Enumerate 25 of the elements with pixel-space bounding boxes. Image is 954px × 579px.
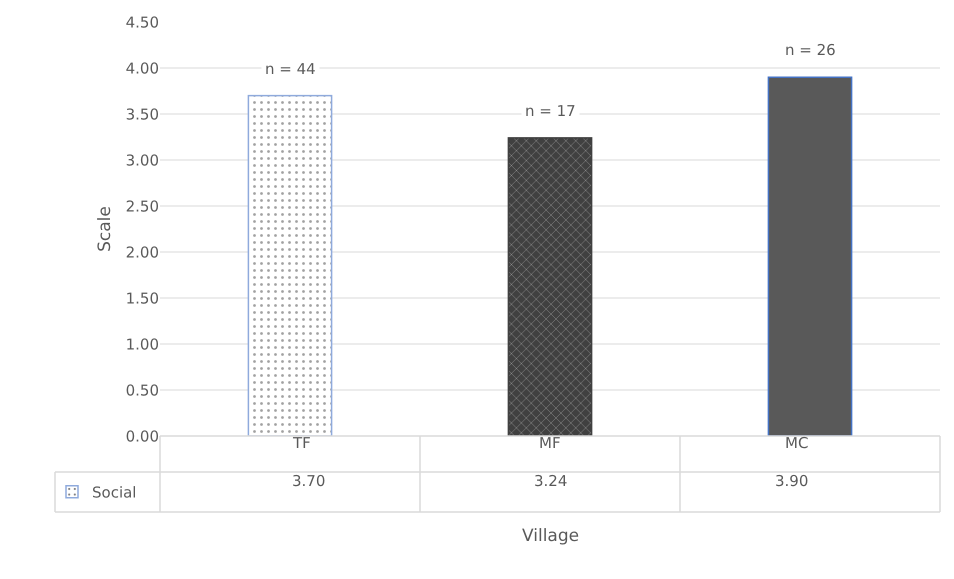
annotation: n = 26: [785, 41, 836, 59]
annotation: n = 17: [525, 102, 576, 120]
annotation: n = 44: [265, 60, 316, 78]
bar: [768, 76, 852, 436]
legend-entry: Social: [65, 484, 136, 502]
x-tick-label: MF: [539, 434, 561, 452]
y-tick-label: 3.00: [126, 151, 159, 170]
y-axis-title: Scale: [95, 206, 116, 252]
y-tick-label: 4.50: [126, 13, 159, 32]
y-tick-label: 0.00: [126, 427, 159, 446]
bar: [248, 94, 332, 436]
data-label: 3.90: [775, 472, 808, 490]
data-label: 3.24: [534, 472, 568, 490]
x-axis-title: Village: [522, 526, 580, 546]
y-tick-label: 2.50: [126, 197, 159, 216]
y-tick-label: 1.50: [126, 289, 159, 308]
y-tick-label: 2.00: [126, 243, 159, 262]
y-tick-label: 3.50: [126, 105, 159, 124]
y-tick-label: 0.50: [126, 381, 159, 400]
x-tick-label: MC: [785, 434, 808, 452]
data-label: 3.70: [292, 472, 326, 490]
y-tick-label: 1.00: [126, 335, 159, 354]
x-tick-label: TF: [292, 434, 311, 452]
bar: [508, 137, 592, 436]
y-tick-label: 4.00: [126, 59, 159, 78]
